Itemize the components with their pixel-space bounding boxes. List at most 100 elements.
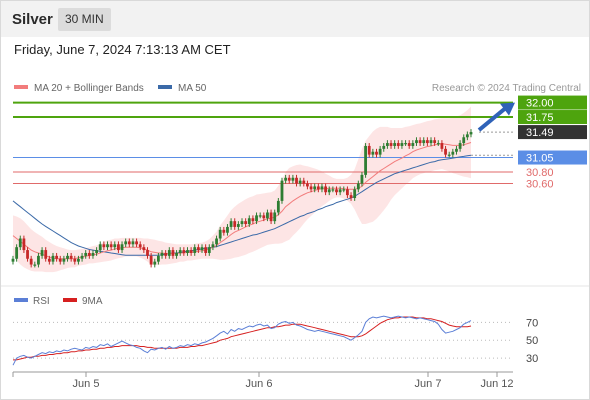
- candle-body: [117, 244, 120, 251]
- candle-body: [371, 151, 375, 155]
- candle-body: [167, 250, 171, 256]
- candle-body: [440, 143, 444, 149]
- candle-body: [51, 255, 55, 262]
- candle-body: [451, 151, 455, 155]
- candle-body: [378, 148, 382, 155]
- candle-body: [113, 244, 117, 248]
- candle-body: [324, 186, 328, 193]
- candle-body: [276, 200, 280, 213]
- candle-body: [360, 174, 364, 184]
- candle-body: [284, 177, 288, 181]
- candle-body: [164, 252, 168, 256]
- candle-body: [433, 140, 437, 144]
- candle-body: [29, 258, 33, 265]
- candle-body: [193, 247, 197, 253]
- candle-body: [171, 250, 175, 256]
- candle-body: [153, 261, 157, 265]
- candle-body: [127, 241, 131, 245]
- candle-body: [211, 244, 215, 248]
- rsi-legend-swatch-1: [63, 298, 77, 302]
- level-tag-2: [518, 125, 587, 140]
- candle-body: [55, 255, 59, 259]
- candle-body: [396, 143, 400, 146]
- candle-body: [255, 215, 258, 222]
- candle-body: [189, 250, 193, 253]
- candle-body: [22, 238, 26, 251]
- candle-body: [247, 218, 251, 225]
- candle-body: [422, 140, 426, 144]
- candle-body: [244, 221, 248, 225]
- candle-body: [15, 247, 19, 259]
- candle-body: [280, 180, 284, 201]
- candle-body: [146, 250, 149, 256]
- level-tag-3: [518, 150, 587, 165]
- candle-body: [320, 186, 324, 190]
- candle-body: [131, 241, 135, 245]
- candle-body: [393, 143, 397, 146]
- candle-body: [178, 250, 182, 253]
- rsi-tick-2: 30: [526, 353, 538, 365]
- candle-body: [353, 189, 357, 199]
- candle-body: [37, 255, 40, 265]
- level-label-5: 30.60: [526, 179, 554, 191]
- candle-body: [106, 244, 109, 248]
- candle-body: [425, 140, 429, 144]
- candle-body: [273, 212, 277, 222]
- forecast-arrow-shaft: [477, 107, 507, 132]
- candle-body: [218, 229, 222, 239]
- candle-body: [40, 250, 44, 256]
- watermark-text: Research © 2024 Trading Central: [432, 83, 581, 94]
- x-tick-label-2: Jun 7: [415, 378, 442, 390]
- candle-body: [298, 180, 302, 184]
- candle-body: [142, 247, 146, 251]
- candle-body: [135, 241, 138, 245]
- candle-body: [95, 250, 99, 253]
- candle-body: [196, 247, 200, 251]
- rsi-tick-0: 70: [526, 317, 538, 329]
- candle-body: [229, 221, 233, 227]
- timeframe-button[interactable]: 30 MIN: [58, 8, 111, 31]
- candle-body: [207, 247, 211, 253]
- rsi-ma-line: [13, 316, 472, 361]
- candle-body: [73, 258, 77, 262]
- candle-body: [26, 250, 29, 259]
- candle-body: [313, 186, 317, 190]
- level-tag-0: [518, 95, 587, 110]
- candle-body: [287, 177, 291, 181]
- candle-body: [233, 221, 237, 227]
- candle-body: [316, 186, 320, 190]
- candle-body: [160, 252, 164, 256]
- candle-body: [84, 252, 88, 256]
- legend-label-0: MA 20 + Bollinger Bands: [34, 83, 144, 94]
- candle-body: [364, 145, 367, 175]
- candle-body: [338, 189, 342, 193]
- x-tick-label-1: Jun 6: [246, 378, 273, 390]
- candle-body: [411, 143, 415, 146]
- candle-body: [77, 258, 80, 262]
- chart-header: Silver 30 MIN: [1, 1, 589, 37]
- candle-body: [47, 258, 51, 262]
- rsi-legend-label-1: 9MA: [82, 296, 103, 307]
- candle-body: [62, 258, 66, 262]
- candle-body: [302, 180, 306, 184]
- candle-body: [18, 238, 22, 248]
- x-tick-label-0: Jun 5: [73, 378, 100, 390]
- candle-body: [356, 183, 360, 190]
- candle-body: [436, 143, 440, 145]
- candle-body: [149, 255, 153, 265]
- candle-body: [455, 148, 458, 152]
- candle-body: [236, 224, 240, 227]
- candle-body: [469, 132, 473, 135]
- level-label-2: 31.49: [526, 127, 554, 139]
- level-label-1: 31.75: [526, 112, 554, 124]
- candle-body: [331, 189, 335, 191]
- instrument-title: Silver: [12, 11, 53, 28]
- candle-body: [385, 143, 389, 146]
- candle-body: [447, 154, 451, 156]
- candle-body: [80, 255, 84, 259]
- rsi-legend-swatch-0: [14, 298, 28, 302]
- candle-body: [444, 148, 447, 155]
- candle-body: [400, 143, 404, 146]
